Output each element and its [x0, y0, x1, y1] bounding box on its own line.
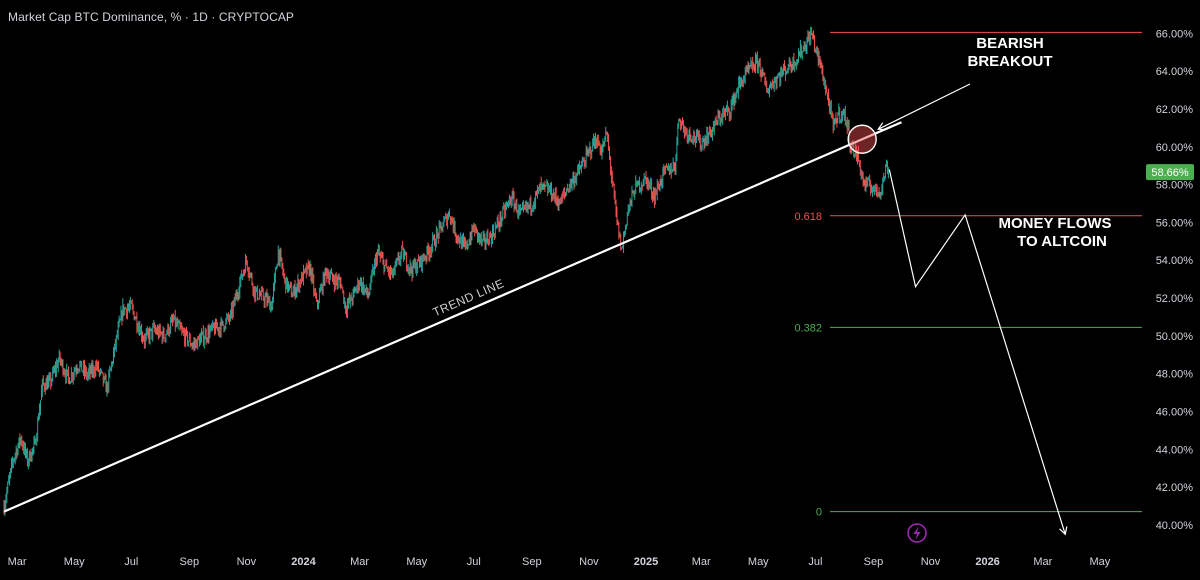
y-tick-label: 40.00% [1156, 520, 1194, 532]
y-tick-label: 60.00% [1156, 142, 1194, 154]
x-tick-label: May [406, 556, 427, 568]
x-tick-label: Nov [921, 556, 941, 568]
y-tick-label: 46.00% [1156, 406, 1194, 418]
y-tick-label: 56.00% [1156, 217, 1194, 229]
y-tick-label: 62.00% [1156, 104, 1194, 116]
x-tick-label: Mar [8, 556, 27, 568]
x-tick-label: Sep [180, 556, 200, 568]
x-tick-label: Jul [467, 556, 481, 568]
bearish-annotation-line-1: BEARISH [976, 35, 1044, 52]
y-tick-label: 48.00% [1156, 369, 1194, 381]
x-tick-label: Mar [692, 556, 711, 568]
y-tick-label: 64.00% [1156, 66, 1194, 78]
fib-level-label: 0 [816, 507, 822, 519]
last-value-label: 58.66% [1151, 167, 1189, 179]
y-tick-label: 42.00% [1156, 482, 1194, 494]
bearish-annotation-line-2: BREAKOUT [968, 53, 1053, 70]
y-tick-label: 58.00% [1156, 180, 1194, 192]
x-tick-label: May [64, 556, 85, 568]
x-tick-label: Sep [864, 556, 884, 568]
y-tick-label: 44.00% [1156, 444, 1194, 456]
chart-title: Market Cap BTC Dominance, % · 1D · CRYPT… [8, 10, 294, 24]
x-tick-label: Nov [579, 556, 599, 568]
y-tick-label: 50.00% [1156, 331, 1194, 343]
y-tick-label: 54.00% [1156, 255, 1194, 267]
fib-level-label: 0.382 [794, 322, 822, 334]
x-tick-label: 2025 [634, 556, 658, 568]
x-tick-label: Mar [1033, 556, 1052, 568]
fib-level-label: 0.618 [794, 211, 822, 223]
x-tick-label: Nov [237, 556, 257, 568]
x-tick-label: Mar [350, 556, 369, 568]
x-tick-label: Jul [808, 556, 822, 568]
breakout-marker [848, 125, 876, 153]
x-tick-label: Sep [522, 556, 542, 568]
x-tick-label: May [1089, 556, 1110, 568]
x-tick-label: May [748, 556, 769, 568]
x-tick-label: Jul [124, 556, 138, 568]
x-tick-label: 2024 [291, 556, 316, 568]
y-tick-label: 52.00% [1156, 293, 1194, 305]
money-flows-line-1: MONEY FLOWS [998, 215, 1111, 232]
x-tick-label: 2026 [975, 556, 999, 568]
y-tick-label: 66.00% [1156, 28, 1194, 40]
money-flows-line-2: TO ALTCOIN [1017, 233, 1107, 250]
